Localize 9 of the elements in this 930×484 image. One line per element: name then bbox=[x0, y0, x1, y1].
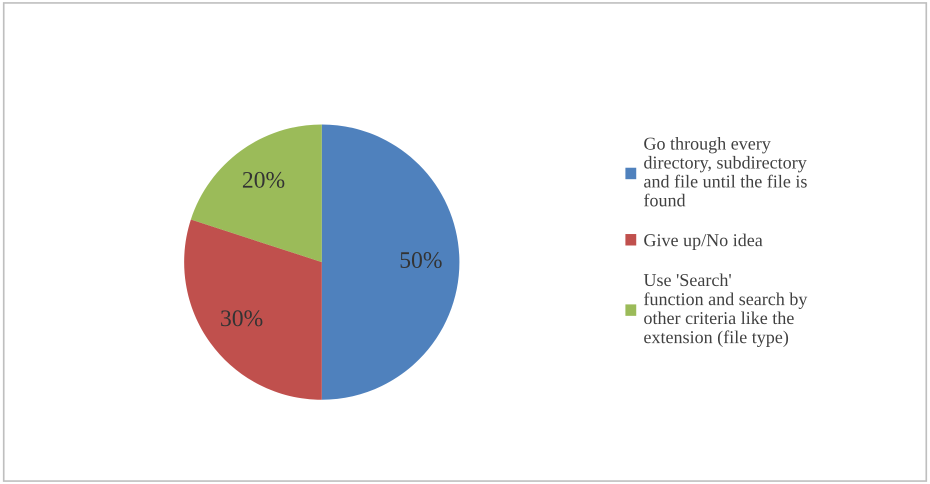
legend-label: Use 'Search' function and search by other criteria like the extension (file type) bbox=[644, 273, 808, 347]
legend-label: Give up/No idea bbox=[644, 234, 763, 250]
data-label: 30% bbox=[221, 310, 262, 326]
legend-label: Go through every directory, subdirectory and file until the file is found bbox=[644, 137, 807, 206]
pie-slice bbox=[184, 220, 322, 400]
pie-slice bbox=[322, 124, 460, 400]
pie-slice bbox=[190, 124, 322, 262]
data-label: 20% bbox=[242, 172, 284, 188]
data-label: 50% bbox=[400, 252, 442, 268]
